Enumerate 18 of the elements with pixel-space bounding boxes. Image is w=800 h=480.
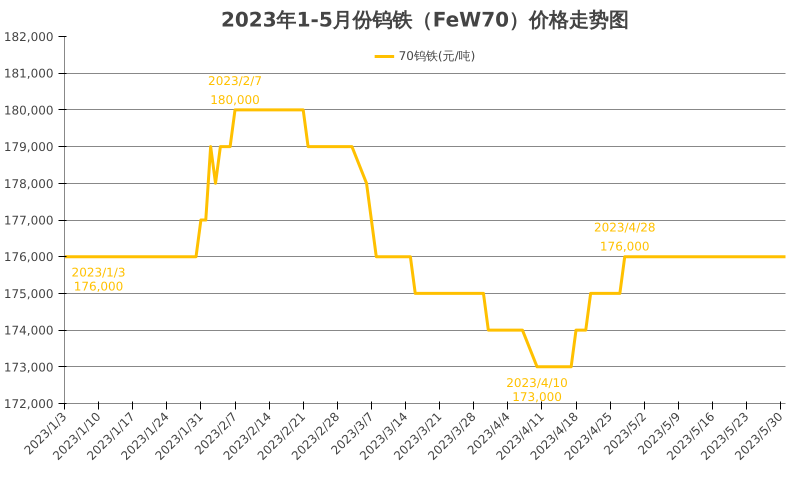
line-series <box>64 108 786 368</box>
y-tick-label: 180,000 <box>4 103 54 118</box>
y-tick-label: 175,000 <box>4 286 54 301</box>
annotation: 2023/1/3 176,000 <box>72 266 126 294</box>
y-tick-label: 172,000 <box>4 397 54 411</box>
y-tick-label: 173,000 <box>4 360 54 374</box>
y-tick-label: 176,000 <box>4 250 54 264</box>
y-tick-label: 177,000 <box>4 214 54 228</box>
y-tick-label: 178,000 <box>4 176 54 191</box>
annotation: 2023/2/7 180,000 <box>208 74 262 107</box>
legend-label: 70钨铁(元/吨) <box>398 48 476 64</box>
annotation: 2023/4/10 173,000 <box>506 376 568 404</box>
y-tick-label: 182,000 <box>4 30 54 44</box>
y-tick-label: 181,000 <box>4 66 54 81</box>
annotation: 2023/4/28 176,000 <box>594 220 656 254</box>
chart-title: 2023年1-5月份钨铁（FeW70）价格走势图 <box>220 8 630 32</box>
y-tick-label: 174,000 <box>4 324 54 338</box>
y-tick-label: 179,000 <box>4 140 54 154</box>
